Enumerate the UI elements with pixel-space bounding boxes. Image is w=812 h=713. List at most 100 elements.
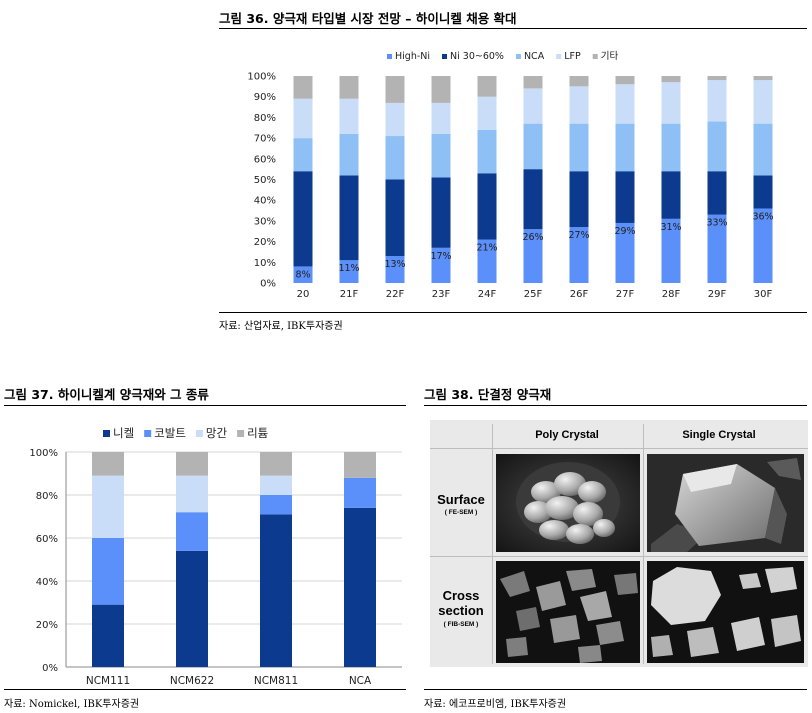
- figure37-title: 그림 37. 하이니켈계 양극재와 그 종류: [4, 387, 209, 402]
- column-divider-left: [492, 424, 493, 664]
- bar-21F-4: [339, 76, 359, 99]
- surface-row-label: Surface: [437, 492, 485, 507]
- bar-20-4: [293, 76, 313, 99]
- bar-25F-3: [523, 88, 543, 124]
- bar-28F-0: [661, 218, 681, 283]
- data-label: 17%: [430, 251, 451, 262]
- bar-20-2: [293, 138, 313, 172]
- bar-22F-2: [385, 136, 405, 180]
- x-tick-label: 27F: [616, 289, 635, 300]
- bar-NCM111-2: [92, 475, 124, 538]
- bar-29F-4: [707, 76, 727, 81]
- bar-29F-1: [707, 171, 727, 215]
- y-tick-label: 20%: [36, 620, 58, 631]
- poly-crystal-header: Poly Crystal: [535, 429, 599, 441]
- x-tick-label: 25F: [524, 289, 543, 300]
- y-tick-label: 60%: [254, 154, 276, 165]
- bar-22F-3: [385, 102, 405, 137]
- bar-NCM811-2: [260, 475, 292, 495]
- x-tick-label: 29F: [708, 289, 727, 300]
- figure37-title-rule: [4, 405, 406, 406]
- figure38-title: 그림 38. 단결정 양극재: [424, 387, 552, 402]
- y-tick-label: 100%: [247, 72, 276, 83]
- bar-21F-3: [339, 98, 359, 134]
- bar-NCM622-3: [176, 452, 208, 476]
- legend-swatch-1: [144, 430, 152, 437]
- y-tick-label: 90%: [254, 92, 276, 103]
- data-label: 8%: [295, 269, 310, 280]
- legend-swatch-1: [442, 54, 448, 59]
- bar-21F-2: [339, 133, 359, 176]
- bar-30F-1: [753, 175, 773, 209]
- bar-20-0: [293, 266, 313, 283]
- x-tick-label: 21F: [340, 289, 359, 300]
- x-tick-label: 22F: [386, 289, 405, 300]
- x-tick-label: 28F: [662, 289, 681, 300]
- legend-swatch-0: [103, 430, 110, 437]
- data-label: 33%: [706, 218, 727, 229]
- bar-22F-1: [385, 179, 405, 257]
- y-tick-label: 70%: [254, 134, 276, 145]
- column-divider-right: [643, 424, 644, 664]
- figure38-source: 자료: 에코프로비엠, IBK투자증권: [424, 699, 567, 710]
- bar-NCA-0: [344, 507, 376, 667]
- bar-26F-4: [569, 76, 589, 87]
- bar-30F-3: [753, 80, 773, 124]
- y-tick-label: 30%: [254, 216, 276, 227]
- x-tick-label: 24F: [478, 289, 497, 300]
- bar-25F-1: [523, 169, 543, 230]
- y-tick-label: 0%: [260, 279, 276, 290]
- bar-23F-1: [431, 177, 451, 248]
- data-label: 36%: [752, 211, 773, 222]
- bar-24F-0: [477, 239, 497, 283]
- legend-label-1: Ni 30~60%: [450, 51, 504, 62]
- cross-section-row-sublabel: ( FIB-SEM ): [443, 621, 479, 628]
- surface-row-sublabel: ( FE-SEM ): [444, 509, 478, 516]
- bar-29F-0: [707, 214, 727, 283]
- y-tick-label: 40%: [254, 196, 276, 207]
- data-label: 13%: [384, 259, 405, 270]
- bar-26F-2: [569, 123, 589, 172]
- bar-22F-4: [385, 76, 405, 103]
- legend-swatch-3: [556, 54, 562, 59]
- bar-NCM111-3: [92, 452, 124, 476]
- figure37-bottom-rule: [4, 689, 406, 690]
- data-label: 31%: [660, 222, 681, 233]
- bar-27F-2: [615, 123, 635, 172]
- data-label: 29%: [614, 226, 635, 237]
- bar-NCA-3: [344, 452, 376, 478]
- bar-29F-3: [707, 80, 727, 122]
- bar-22F-0: [385, 256, 405, 283]
- bar-NCM811-0: [260, 514, 292, 667]
- single-crystal-header: Single Crystal: [682, 429, 756, 441]
- data-label: 26%: [522, 232, 543, 243]
- x-tick-label: NCA: [349, 675, 372, 687]
- legend-swatch-0: [387, 54, 392, 59]
- row-divider: [430, 556, 808, 557]
- bar-23F-4: [431, 76, 451, 103]
- y-tick-label: 0%: [42, 663, 58, 674]
- bar-23F-2: [431, 133, 451, 178]
- y-tick-label: 40%: [36, 577, 58, 588]
- bar-25F-2: [523, 123, 543, 170]
- bar-26F-3: [569, 86, 589, 124]
- legend-swatch-4: [592, 54, 598, 59]
- bar-30F-0: [753, 208, 773, 283]
- figure37-source: 자료: Nomickel, IBK투자증권: [4, 699, 140, 710]
- bar-24F-4: [477, 76, 497, 97]
- bar-30F-2: [753, 123, 773, 176]
- bar-NCM811-1: [260, 495, 292, 515]
- legend-label-0: High-Ni: [395, 51, 430, 62]
- bar-25F-0: [523, 229, 543, 283]
- bar-26F-0: [569, 227, 589, 283]
- bar-29F-2: [707, 121, 727, 172]
- single-crystal-cross-section-image: [647, 561, 804, 663]
- bar-NCM111-0: [92, 604, 124, 667]
- bar-24F-3: [477, 96, 497, 130]
- legend-label-4: 기타: [601, 51, 619, 62]
- bar-28F-1: [661, 171, 681, 219]
- y-tick-label: 60%: [36, 534, 58, 545]
- data-label: 27%: [568, 230, 589, 241]
- figure36-source: 자료: 산업자료, IBK투자증권: [219, 321, 343, 332]
